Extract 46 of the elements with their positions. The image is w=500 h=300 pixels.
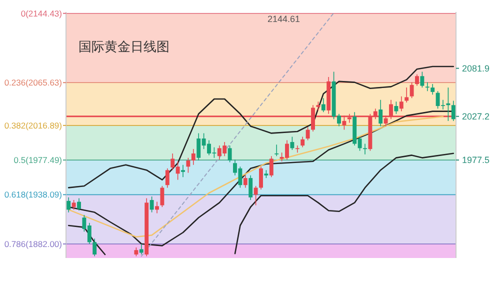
candlestick	[415, 74, 419, 86]
candlestick	[186, 157, 190, 174]
candlestick	[228, 145, 232, 163]
candlestick	[259, 166, 263, 190]
candlestick	[181, 164, 185, 178]
y-tick-label: 1977.5	[462, 155, 490, 166]
candlestick	[404, 87, 409, 103]
candlestick	[248, 175, 253, 200]
candlestick	[420, 71, 424, 88]
ref-line-label: 0.236(2065.63)	[4, 78, 62, 88]
candlestick	[363, 143, 367, 155]
candlestick	[243, 175, 248, 188]
candlestick	[321, 98, 326, 113]
annotation: 2144.61	[267, 14, 300, 24]
candlestick	[155, 201, 159, 214]
candlestick	[66, 196, 71, 213]
candlestick	[269, 156, 274, 178]
candlestick	[150, 196, 154, 213]
candlestick	[160, 186, 164, 208]
candlestick	[165, 168, 170, 188]
ref-line-label: 0.786(1882.00)	[4, 238, 62, 249]
candlestick	[300, 136, 305, 148]
candlestick	[399, 96, 404, 112]
candlestick	[139, 244, 144, 255]
y-tick-label: 2027.2	[462, 111, 490, 122]
candlestick	[295, 145, 300, 153]
ref-line-label: 0.5(1977.49)	[14, 155, 62, 166]
candlestick	[254, 186, 258, 206]
ref-line-label: 0.618(1938.09)	[4, 190, 62, 200]
ref-line-label: 0.382(2016.89)	[4, 120, 62, 130]
candlestick	[191, 148, 196, 166]
candlestick	[77, 198, 81, 211]
candlestick	[306, 126, 310, 141]
candlestick	[274, 144, 279, 156]
candlestick	[430, 84, 435, 95]
ref-line-label: 0(2144.43)	[20, 8, 62, 18]
candlestick	[72, 200, 76, 210]
candlestick	[92, 238, 97, 257]
candlestick	[394, 101, 398, 114]
text: 国际黄金日线图	[78, 39, 170, 54]
y-tick-label: 2081.9	[462, 63, 490, 74]
line-series	[234, 152, 454, 254]
candlestick	[378, 99, 383, 127]
candlestick	[290, 136, 294, 150]
candlestick	[410, 82, 414, 98]
candlestick	[425, 82, 430, 92]
